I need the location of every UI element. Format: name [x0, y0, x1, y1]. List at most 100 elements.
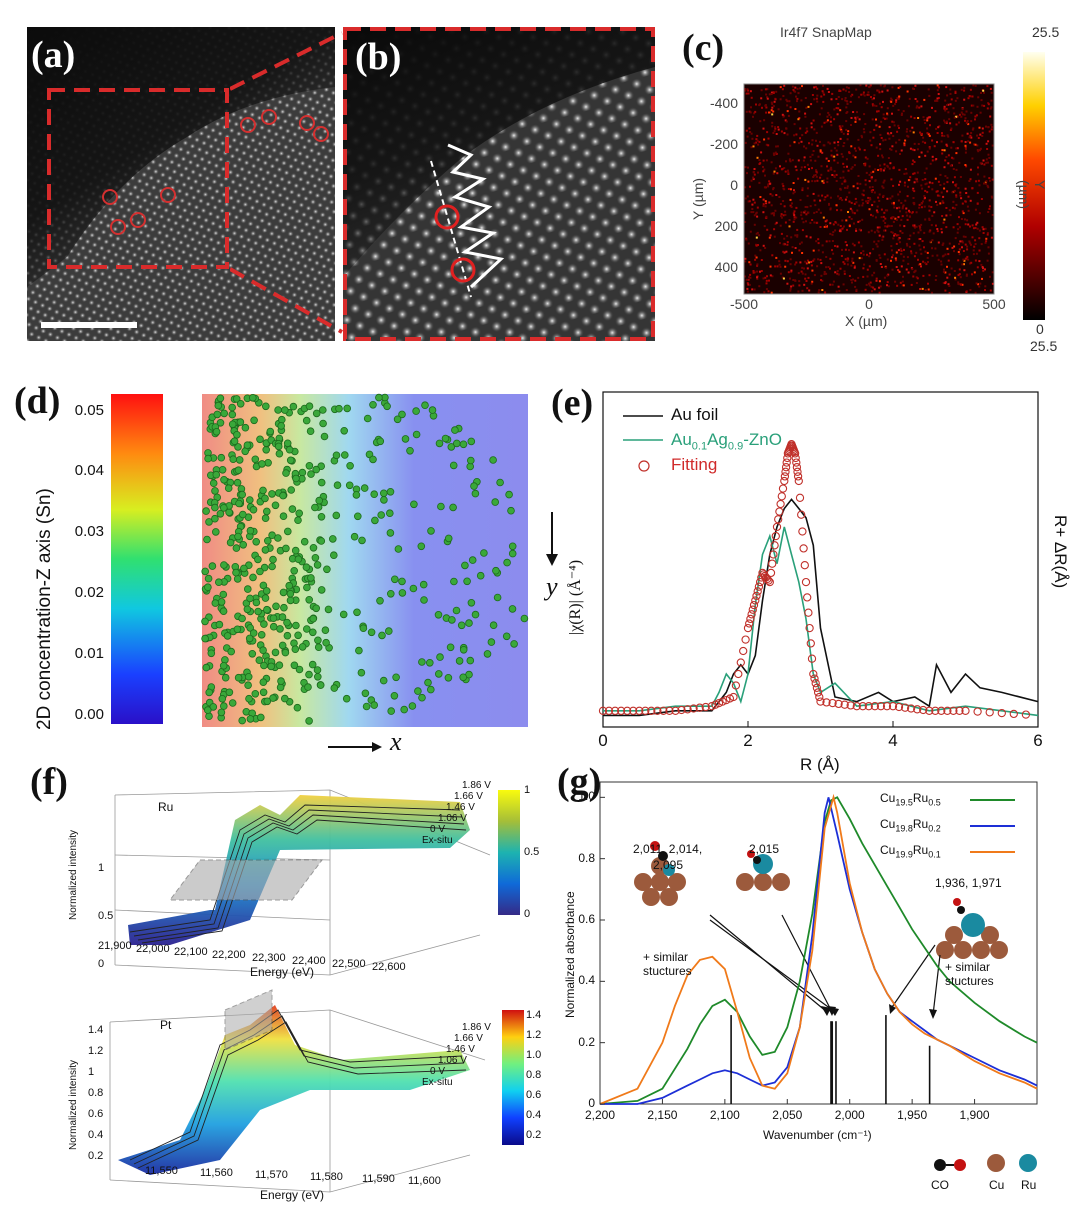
pt-trace-label: Ex-situ [422, 1077, 453, 1088]
fitting-point [834, 699, 843, 709]
ru-surface [128, 795, 470, 945]
fitting-point [748, 605, 757, 614]
c-ytick: 400 [714, 259, 738, 275]
pt-xtick: 11,550 [145, 1165, 178, 1177]
ru-xlabel: Energy (eV) [250, 965, 315, 979]
cbar-c-bottom-a: 0 [1036, 321, 1044, 337]
fitting-point [816, 697, 825, 706]
xanes-3d-plots [109, 789, 524, 1193]
fitting-point [791, 453, 800, 463]
pt-trace-label: 1.86 V [462, 1022, 491, 1033]
g-xlabel: Wavenumber (cm⁻¹) [763, 1128, 872, 1142]
g-legend-entry: Cu19.8Ru0.2 [880, 817, 941, 834]
fitting-point [747, 610, 756, 619]
pt-3d-axes [109, 1009, 486, 1193]
species-co: CO [931, 1178, 949, 1192]
annotation-sim2b: stuctures [945, 974, 994, 988]
fitting-point [792, 458, 801, 467]
fitting-point [792, 463, 802, 472]
d-arrow-x-label: x [390, 727, 402, 756]
fitting-point [683, 705, 692, 714]
series-line-au-foil [603, 498, 1039, 717]
fitting-point [870, 702, 880, 711]
fitting-point [790, 449, 800, 458]
fitting-point [671, 706, 680, 715]
panel-label-d: (d) [14, 380, 61, 422]
fitting-point [741, 635, 750, 644]
zoom-box [47, 88, 229, 269]
structure-top-site [634, 841, 686, 906]
scale-bar [41, 322, 137, 328]
c-xtick: -500 [729, 296, 759, 312]
g-ytick: 0.2 [578, 1034, 595, 1049]
ru-title: Ru [158, 800, 174, 814]
pt-xtick: 11,580 [310, 1171, 343, 1183]
fitting-point [774, 515, 783, 524]
pt-xtick: 11,600 [408, 1175, 441, 1187]
g-legend-entry: Cu19.9Ru0.1 [880, 843, 941, 860]
fitting-point [729, 692, 738, 702]
fitting-point [961, 706, 970, 715]
ru-trace-label: 1.06 V [438, 813, 467, 824]
ru-xtick: 22,200 [212, 949, 246, 961]
fitting-point [812, 683, 822, 692]
fitting-point [755, 577, 765, 587]
fitting-point [803, 593, 812, 602]
fitting-point [840, 700, 849, 709]
fitting-point [771, 531, 780, 541]
ru-ztick: 0 [98, 958, 105, 970]
legend-auag: Au0.1Ag0.9-ZnO [671, 430, 782, 453]
structure-bridge-site [736, 850, 790, 891]
pt-cbar-tick: 0.4 [526, 1109, 542, 1121]
pt-xlabel: Energy (eV) [260, 1188, 325, 1202]
ru-xtick: 22,400 [292, 955, 326, 967]
annotation-sim1a: + similar [643, 950, 689, 964]
pt-trace-label: 1.66 V [454, 1033, 483, 1044]
panel-f: (f) [10, 760, 542, 1210]
fitting-point [801, 577, 811, 587]
fitting-point [782, 458, 791, 467]
fitting-point [822, 698, 831, 707]
fitting-point [769, 550, 778, 559]
pt-cbar-tick: 1.4 [526, 1009, 542, 1021]
d-arrow-y-label: y [546, 572, 558, 601]
ru-highlight-plane [169, 859, 323, 901]
pt-highlight-plane [224, 989, 273, 1051]
fitting-point [768, 559, 777, 568]
ru-xtick: 22,000 [136, 943, 170, 955]
ru-xtick: 22,600 [372, 961, 406, 973]
legend-fitting: Fitting [671, 455, 718, 474]
e-xlabel: R (Å) [800, 755, 840, 774]
pt-ylabel: Normalized intensity [68, 1059, 79, 1150]
fitting-point [810, 674, 819, 683]
highlight-circles [102, 109, 329, 235]
annotation-a1: 2,011, 2,014, [633, 842, 703, 856]
pt-ztick: 1.4 [88, 1024, 104, 1036]
g-ytick: 0 [588, 1096, 595, 1110]
fitting-point [1009, 709, 1018, 719]
cbar-c-bottom-b: 25.5 [1030, 338, 1058, 354]
fitting-point [653, 706, 662, 715]
structure-hollow-site [936, 898, 1008, 959]
fitting-point [752, 591, 761, 601]
ru-ztick: 1 [98, 862, 105, 874]
fitting-point [894, 702, 904, 712]
panel-d: (d) [10, 375, 540, 760]
fitting-point [764, 576, 773, 585]
annotation-sim2a: + similar [945, 960, 991, 974]
fitting-point [852, 702, 861, 711]
series-line-cu19-9ru0-1 [599, 793, 1038, 1105]
ru-ztick: 0.5 [98, 910, 114, 922]
species-key [934, 1154, 1037, 1172]
fitting-point [746, 614, 755, 624]
fitting-point [753, 587, 762, 596]
series-line-cu19-5ru0-5 [599, 796, 1038, 1105]
annotation-a2: 2,095 [653, 858, 684, 872]
pt-trace-label: 1.46 V [446, 1044, 475, 1055]
fitting-point [807, 654, 817, 663]
g-xtick: 2,050 [772, 1108, 803, 1122]
cbar-c-label: Y (µm) [1016, 180, 1048, 210]
fitting-point [731, 681, 741, 690]
fitting-point [937, 706, 946, 715]
fitting-markers [598, 440, 1031, 719]
